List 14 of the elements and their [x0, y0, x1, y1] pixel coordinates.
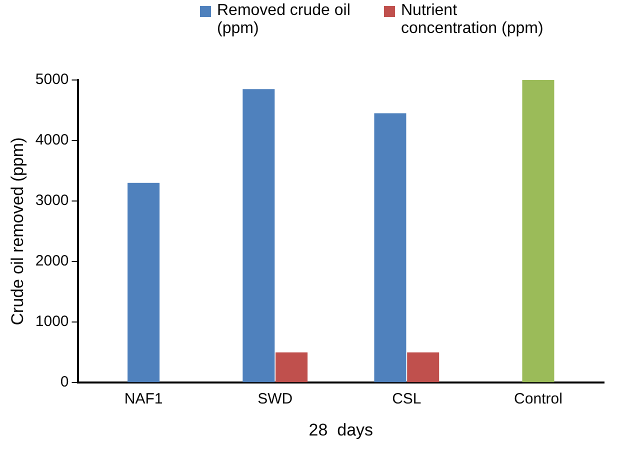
y-axis-title: Crude oil removed (ppm)	[8, 137, 27, 326]
legend-label: Removed crude oil (ppm)	[217, 2, 352, 38]
legend-label: Nutrient concentration (ppm)	[401, 2, 544, 38]
y-tick-label: 3000	[35, 192, 69, 210]
x-tick-label: CSL	[392, 390, 422, 408]
x-tick-label: SWD	[258, 390, 293, 408]
y-tick-label: 5000	[35, 71, 69, 88]
y-tick-label: 1000	[35, 313, 69, 330]
y-tick-label: 2000	[35, 252, 69, 270]
y-tick-label: 4000	[35, 132, 69, 149]
x-tick-label: Control	[514, 390, 562, 408]
x-axis-title: 28 days	[308, 420, 374, 440]
y-tick-label: 0	[60, 374, 69, 391]
x-tick-label: NAF1	[124, 390, 163, 408]
